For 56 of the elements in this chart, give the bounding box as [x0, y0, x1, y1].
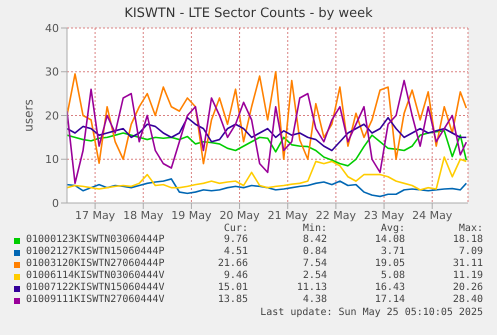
text: 17.14: [374, 294, 405, 305]
x-tick-label: 23 May: [364, 208, 405, 222]
text: 15.01: [218, 282, 248, 293]
x-tick-label: 24 May: [412, 208, 453, 222]
x-tick-label: 17 May: [74, 208, 116, 222]
text: 19.05: [374, 258, 405, 269]
text: 13.85: [218, 294, 248, 305]
y-tick-label: 20: [45, 109, 59, 122]
text: 9.76: [224, 234, 248, 245]
legend-label: 01009111KISWTN27060444V: [26, 294, 164, 305]
text: 11.19: [452, 270, 483, 281]
x-tick-label: 21 May: [268, 208, 308, 222]
text: 4.51: [224, 246, 248, 257]
x-tick-label: 18 May: [123, 208, 164, 222]
text: 2.54: [302, 270, 327, 281]
line-series: [67, 156, 468, 191]
line-series: [67, 116, 468, 152]
text: 20.26: [452, 282, 483, 293]
text: 4.38: [302, 294, 327, 305]
text: 18.18: [452, 234, 483, 245]
line-series: [67, 178, 468, 198]
text: 11.13: [296, 282, 327, 293]
text: 31.11: [452, 258, 483, 269]
legend-label: 01006114KISWTN03060444V: [26, 270, 164, 281]
legend-label: 01000123KISWTN03060444P: [26, 234, 164, 245]
line-series: [67, 130, 468, 167]
text: 9.46: [224, 270, 248, 281]
x-tick-label: 22 May: [316, 208, 356, 222]
text: 7.09: [458, 246, 483, 257]
line-series: [67, 80, 468, 184]
y-tick-label: 40: [45, 22, 59, 35]
legend-label: 01002127KISWTN15060444P: [26, 246, 164, 257]
y-tick-label: 30: [45, 66, 59, 79]
text: 16.43: [374, 282, 405, 293]
text: 5.08: [380, 270, 405, 281]
text: Avg:: [380, 223, 405, 234]
chart-title: KISWTN - LTE Sector Counts - by week: [123, 6, 374, 21]
text: Min:: [302, 223, 327, 234]
text: 8.42: [302, 234, 327, 245]
legend-label: 01007122KISWTN15060444V: [26, 282, 164, 293]
y-axis-title: users: [21, 99, 36, 132]
text: Max:: [458, 223, 483, 234]
x-tick-label: 19 May: [171, 208, 212, 222]
x-tick-label: 20 May: [219, 208, 260, 222]
y-tick-label: 10: [45, 153, 59, 166]
text: 3.71: [380, 246, 405, 257]
text: 21.66: [218, 258, 248, 269]
text: 28.40: [452, 294, 483, 305]
legend-label: 01003120KISWTN27060444P: [26, 258, 164, 269]
y-tick-label: 0: [52, 196, 59, 210]
text: 7.54: [302, 258, 327, 269]
text: Cur:: [224, 223, 248, 234]
text: Last update: Sun May 25 05:10:05 2025: [260, 307, 483, 318]
text: 14.08: [374, 234, 405, 245]
line-series: [67, 70, 468, 164]
text: 0.84: [302, 246, 327, 257]
